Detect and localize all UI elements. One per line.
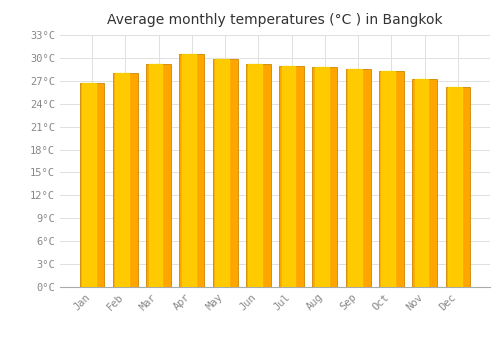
Bar: [80, 83, 104, 287]
Bar: [248, 64, 262, 287]
Bar: [82, 83, 96, 287]
Bar: [312, 67, 338, 287]
Bar: [279, 66, 304, 287]
Bar: [182, 54, 196, 287]
Bar: [412, 79, 437, 287]
Bar: [346, 69, 370, 287]
Bar: [180, 54, 204, 287]
Bar: [148, 64, 162, 287]
Bar: [446, 87, 470, 287]
Bar: [215, 59, 229, 287]
Bar: [448, 87, 462, 287]
Bar: [379, 71, 404, 287]
Bar: [116, 73, 129, 287]
Bar: [246, 64, 271, 287]
Bar: [113, 73, 138, 287]
Bar: [382, 71, 395, 287]
Bar: [348, 69, 362, 287]
Bar: [282, 66, 296, 287]
Bar: [212, 59, 238, 287]
Title: Average monthly temperatures (°C ) in Bangkok: Average monthly temperatures (°C ) in Ba…: [107, 13, 443, 27]
Bar: [315, 67, 328, 287]
Bar: [414, 79, 428, 287]
Bar: [146, 64, 171, 287]
